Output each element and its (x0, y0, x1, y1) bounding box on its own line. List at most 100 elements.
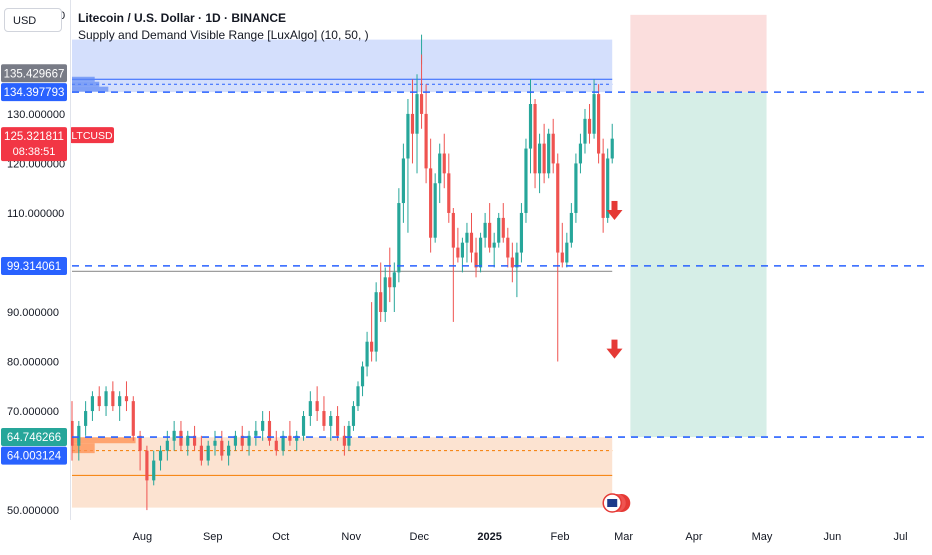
candle-body (478, 237, 483, 268)
candle-body (97, 396, 101, 407)
candle (419, 54, 424, 129)
candle (158, 445, 163, 471)
candle-body (556, 163, 560, 253)
candle (172, 420, 176, 451)
candle-body (281, 435, 285, 451)
candle-body (233, 435, 238, 446)
candle-body (410, 113, 415, 134)
candle-body (397, 203, 401, 273)
candle-body (469, 232, 474, 253)
candle (442, 133, 446, 189)
economic-event-icon (602, 493, 631, 513)
candle (569, 203, 573, 248)
candle (560, 222, 564, 268)
candle (206, 440, 210, 466)
candle (84, 401, 88, 436)
candle-body (578, 143, 583, 164)
y-axis-separator (70, 0, 71, 520)
candle (165, 430, 169, 461)
upper-zone-average-tag-text: 134.397793 (4, 87, 65, 99)
candle (288, 420, 292, 446)
candle (583, 108, 587, 154)
upper-zone-top-tag: 135.429667 (1, 64, 67, 83)
candle (415, 74, 419, 174)
y-tick-label: 130.000000 (7, 109, 65, 121)
candle-body (288, 435, 292, 441)
candle (556, 153, 560, 362)
candle (497, 212, 501, 248)
candle-body (492, 242, 496, 248)
candle-body (138, 435, 142, 451)
candle-body (506, 237, 510, 258)
candle (118, 391, 122, 421)
price-labels-layer: 135.429667 134.397793 99.314061 64.746266 64… (1, 64, 631, 513)
candle (351, 401, 356, 431)
candle (501, 203, 505, 243)
arrow-head (606, 209, 623, 220)
candle (360, 361, 365, 397)
lower-zone-top-tag-bg (1, 428, 67, 447)
candle (547, 128, 551, 179)
candle-body (370, 341, 374, 352)
candle-body (335, 416, 340, 436)
y-tick-label: 120.000000 (7, 158, 65, 170)
y-tick-label: 70.000000 (7, 406, 59, 418)
candle (356, 381, 360, 412)
candle (524, 138, 528, 223)
candle-body (474, 252, 478, 268)
candle-body (186, 435, 190, 446)
candle-body (261, 420, 265, 431)
candle-body (442, 153, 446, 174)
candle-body (438, 153, 442, 184)
currency-selector-button[interactable]: USD (4, 8, 62, 32)
candle-body (547, 133, 551, 174)
candle-body (524, 148, 528, 213)
candle (199, 435, 203, 466)
candle (406, 99, 410, 233)
candle (104, 386, 108, 416)
candle (533, 99, 537, 189)
candle-body (587, 118, 592, 134)
indicator-title: Supply and Demand Visible Range [LuxAlgo… (78, 28, 369, 42)
mid-level-tag: 99.314061 (1, 256, 67, 275)
candle (438, 143, 442, 204)
candle-body (84, 411, 88, 426)
candle (179, 420, 183, 451)
candle-body (606, 158, 610, 218)
chart-title-block: Litecoin / U.S. Dollar · 1D · BINANCE Su… (78, 10, 369, 44)
candle-body (497, 217, 501, 243)
candle (551, 118, 555, 174)
stop-loss-zone (630, 14, 767, 93)
candle-body (424, 113, 428, 169)
candle (347, 420, 351, 451)
candle (392, 262, 396, 312)
candle (295, 430, 299, 451)
candle (492, 232, 496, 268)
candle-body (601, 153, 605, 218)
candle-body (542, 143, 546, 174)
candle-body (124, 396, 129, 402)
candle (601, 138, 605, 233)
candle (365, 331, 369, 377)
candle-body (551, 133, 555, 164)
candle-body (199, 445, 203, 461)
x-tick-label: Sep (203, 531, 223, 543)
candle (97, 386, 101, 412)
symbol-tag-text: LTCUSD (71, 130, 113, 142)
mid-level-tag-text: 99.314061 (7, 261, 61, 273)
candle-body (274, 440, 278, 451)
candle-body (308, 401, 312, 416)
candle (267, 411, 272, 446)
candle-body (401, 158, 405, 204)
supply-volume-bar (72, 86, 109, 92)
x-axis[interactable]: Aug Sep Oct Nov Dec 2025 Feb Mar Apr May Jun Jul (133, 531, 908, 543)
candle (542, 123, 546, 184)
candle (506, 227, 510, 268)
candle (315, 386, 319, 421)
y-axis[interactable]: 150.000000130.000000120.000000110.000000… (7, 10, 65, 517)
candle-body (433, 183, 437, 238)
candle (70, 401, 74, 461)
candle-body (90, 396, 95, 412)
